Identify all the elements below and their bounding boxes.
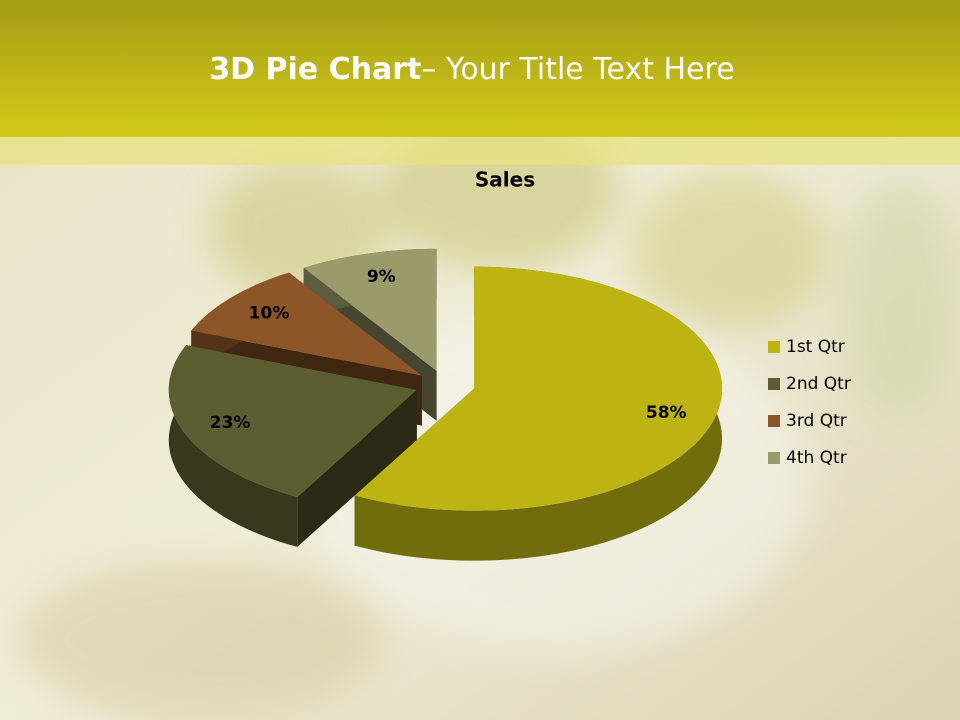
slice [168, 345, 417, 497]
legend: 1st Qtr 2nd Qtr 3rd Qtr 4th Qtr [768, 337, 851, 468]
slice-wall [168, 345, 298, 547]
slice [191, 272, 422, 376]
header-band [0, 0, 960, 137]
legend-swatch [768, 378, 780, 390]
pie: 58% 23% 10% 9% [168, 248, 723, 561]
legend-swatch [768, 452, 780, 464]
data-label: 10% [249, 303, 290, 323]
data-label: 9% [367, 267, 396, 287]
data-label: 58% [646, 403, 687, 423]
legend-label: 4th Qtr [786, 448, 847, 468]
title-bold: 3D Pie Chart [209, 52, 421, 87]
legend-label: 3rd Qtr [786, 411, 847, 431]
legend-swatch [768, 415, 780, 427]
header-stripe [0, 137, 960, 165]
data-label: 23% [210, 413, 251, 433]
slice [354, 266, 723, 511]
chart-title: Sales [475, 168, 535, 192]
legend-label: 2nd Qtr [786, 374, 851, 394]
title-rest: – Your Title Text Here [421, 52, 734, 87]
legend-label: 1st Qtr [786, 337, 845, 357]
legend-swatch [768, 341, 780, 353]
slide-title: 3D Pie Chart– Your Title Text Here [209, 52, 734, 87]
slice [303, 248, 437, 371]
